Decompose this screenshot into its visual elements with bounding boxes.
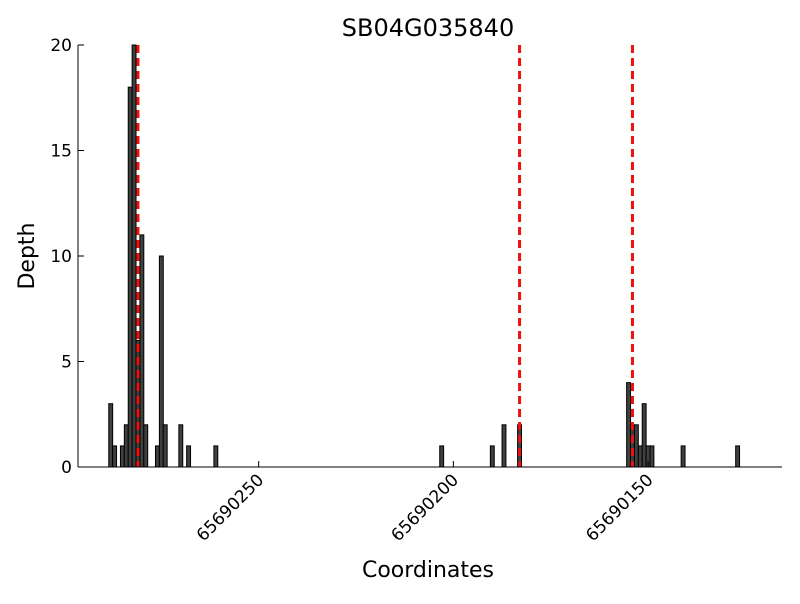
bar <box>112 445 118 468</box>
bar <box>439 445 445 468</box>
bar <box>139 234 145 468</box>
bar <box>626 382 632 468</box>
bar <box>641 403 647 468</box>
bar <box>123 424 129 468</box>
bar <box>630 424 635 468</box>
bar <box>119 445 125 468</box>
chart-title: SB04G035840 <box>342 14 514 42</box>
bar <box>108 403 114 468</box>
y-axis-label: Depth <box>15 222 40 289</box>
bar <box>489 445 495 468</box>
bar <box>501 424 507 468</box>
bar <box>186 445 192 468</box>
x-tick-label: 65690150 <box>582 470 657 545</box>
bar <box>127 86 133 468</box>
bar <box>649 445 655 468</box>
x-tick-label: 65690250 <box>193 470 268 545</box>
bar <box>637 445 643 468</box>
bar <box>143 424 149 468</box>
x-tick-label: 65690200 <box>388 470 463 545</box>
x-axis-label: Coordinates <box>362 558 494 583</box>
bar <box>735 445 741 468</box>
bar <box>680 445 686 468</box>
bar <box>633 424 639 468</box>
bar <box>517 424 523 468</box>
bar <box>154 445 160 468</box>
y-tick-label: 0 <box>61 458 72 478</box>
bar <box>158 255 164 468</box>
y-tick-label: 5 <box>61 353 72 373</box>
y-tick-label: 10 <box>50 247 72 267</box>
y-tick-label: 20 <box>50 36 72 56</box>
y-tick-label: 15 <box>50 142 72 162</box>
bar <box>213 445 219 468</box>
bar <box>131 44 137 468</box>
bar <box>178 424 184 468</box>
bar <box>162 424 168 468</box>
